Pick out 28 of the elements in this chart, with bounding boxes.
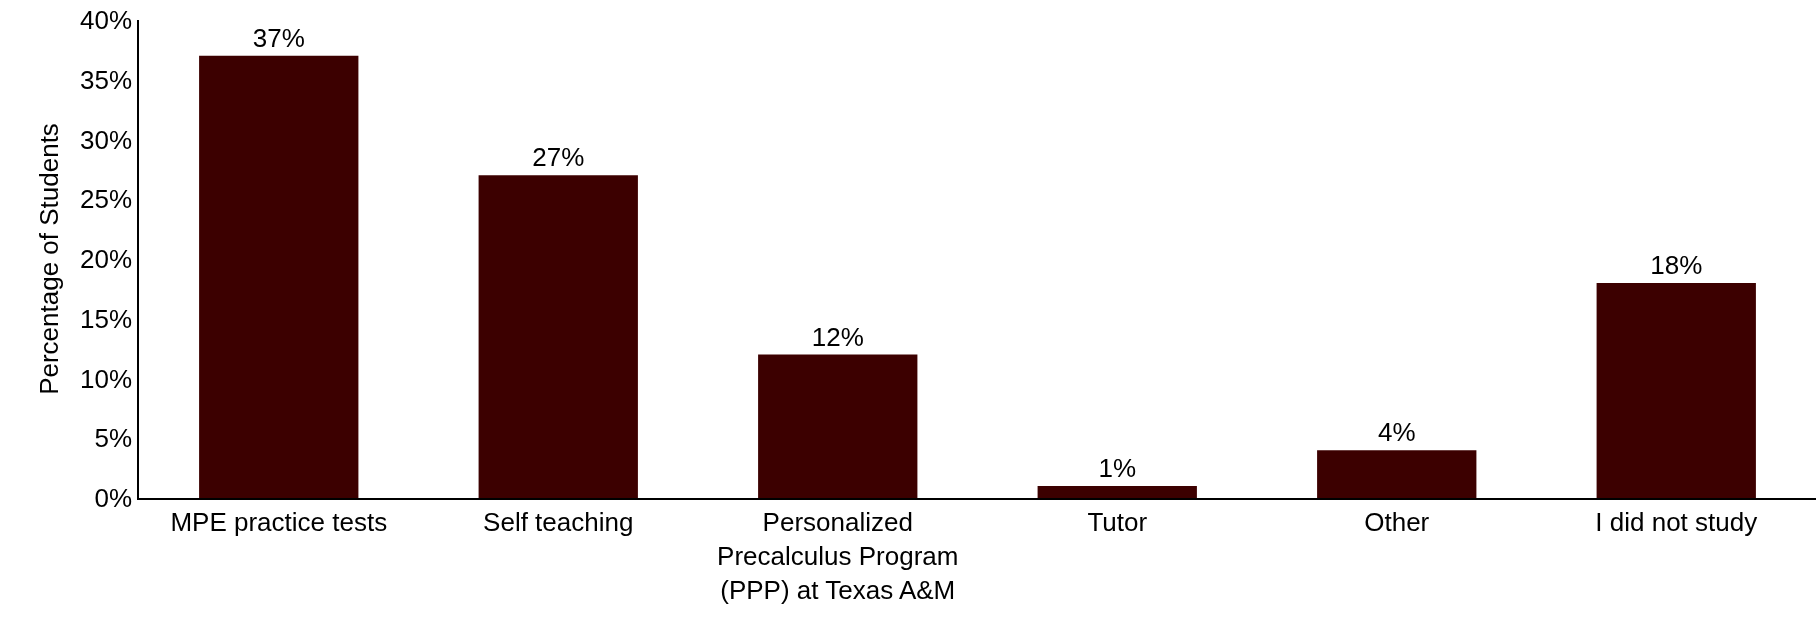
y-tick-label: 15% bbox=[80, 303, 133, 334]
x-tick-label: Personalized Precalculus Program (PPP) at Texas A&M bbox=[717, 506, 959, 605]
y-tick-label: 30% bbox=[80, 124, 133, 155]
x-tick-label: I did not study bbox=[1595, 506, 1758, 537]
y-axis-title: Percentage of Students bbox=[33, 123, 64, 395]
y-tick-label: 0% bbox=[94, 483, 133, 514]
data-label: 18% bbox=[1650, 249, 1703, 280]
bar bbox=[199, 55, 359, 498]
x-tick-label: Other bbox=[1364, 506, 1430, 537]
x-tick-label: Tutor bbox=[1087, 506, 1148, 537]
bar bbox=[478, 175, 638, 498]
x-tick-label: MPE practice tests bbox=[170, 506, 388, 537]
y-tick-label: 5% bbox=[94, 423, 133, 454]
y-tick-label: 20% bbox=[80, 244, 133, 275]
bar bbox=[758, 354, 918, 498]
y-tick-label: 35% bbox=[80, 64, 133, 95]
data-label: 1% bbox=[1098, 453, 1137, 484]
bar bbox=[1596, 282, 1756, 498]
data-label: 4% bbox=[1377, 417, 1416, 448]
bar bbox=[1037, 486, 1197, 498]
bar bbox=[1317, 450, 1477, 498]
y-tick-label: 40% bbox=[80, 5, 133, 36]
y-tick-label: 10% bbox=[80, 363, 133, 394]
data-label: 12% bbox=[811, 321, 864, 352]
data-label: 27% bbox=[532, 142, 585, 173]
data-label: 37% bbox=[252, 22, 305, 53]
y-tick-label: 25% bbox=[80, 184, 133, 215]
x-tick-label: Self teaching bbox=[483, 506, 634, 537]
